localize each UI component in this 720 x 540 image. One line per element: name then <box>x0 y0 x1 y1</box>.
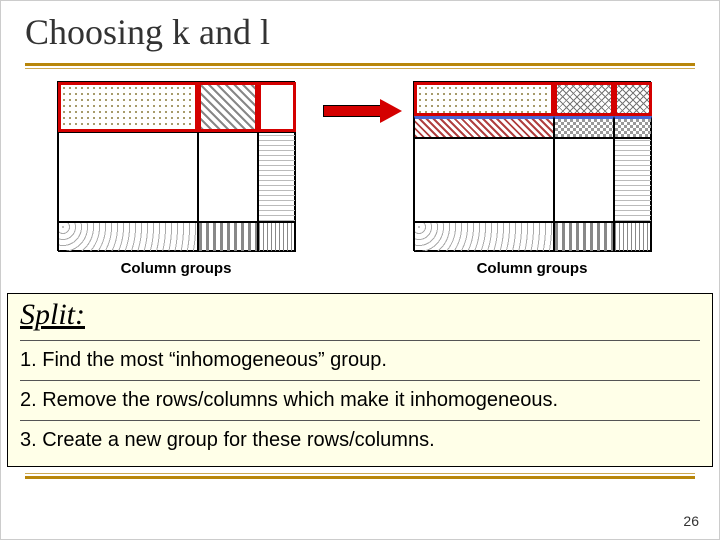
split-heading: Split: <box>20 298 700 332</box>
matrix-cell <box>198 132 258 222</box>
matrix-cell <box>58 132 198 222</box>
matrix-right <box>413 81 651 251</box>
matrix-cell <box>58 82 198 132</box>
matrix-right-group: Row groups Column groups <box>413 81 651 251</box>
matrix-cell <box>258 132 296 222</box>
matrix-cell <box>414 82 554 116</box>
page-number: 26 <box>683 513 699 529</box>
matrix-cell <box>198 82 258 132</box>
matrix-cell <box>554 82 614 116</box>
matrix-left <box>57 81 295 251</box>
matrix-cell <box>58 222 198 252</box>
title-area: Choosing k and l <box>1 1 719 59</box>
matrix-cell <box>554 138 614 222</box>
arrow-icon <box>323 99 403 123</box>
page-title: Choosing k and l <box>25 11 695 53</box>
x-axis-label: Column groups <box>121 260 232 277</box>
matrix-left-group: Row groups Column groups <box>57 81 295 251</box>
slide: Choosing k and l Row groups Column group… <box>0 0 720 540</box>
split-step: 1. Find the most “inhomogeneous” group. <box>20 340 700 380</box>
matrix-cell <box>614 222 652 252</box>
matrix-cell <box>614 116 652 138</box>
matrix-cell <box>554 222 614 252</box>
diagram-area: Row groups Column groups Row groups Colu… <box>1 69 719 279</box>
split-box: Split: 1. Find the most “inhomogeneous” … <box>7 293 713 467</box>
matrix-cell <box>258 82 296 132</box>
matrix-cell <box>414 116 554 138</box>
matrix-cell <box>614 138 652 222</box>
rule <box>25 473 695 474</box>
matrix-cell <box>198 222 258 252</box>
matrix-cell <box>258 222 296 252</box>
matrix-cell <box>414 138 554 222</box>
split-step: 3. Create a new group for these rows/col… <box>20 420 700 460</box>
matrix-cell <box>414 222 554 252</box>
rule <box>25 476 695 479</box>
rule <box>25 63 695 66</box>
matrix-cell <box>614 82 652 116</box>
matrix-cell <box>554 116 614 138</box>
x-axis-label: Column groups <box>477 260 588 277</box>
split-step: 2. Remove the rows/columns which make it… <box>20 380 700 420</box>
